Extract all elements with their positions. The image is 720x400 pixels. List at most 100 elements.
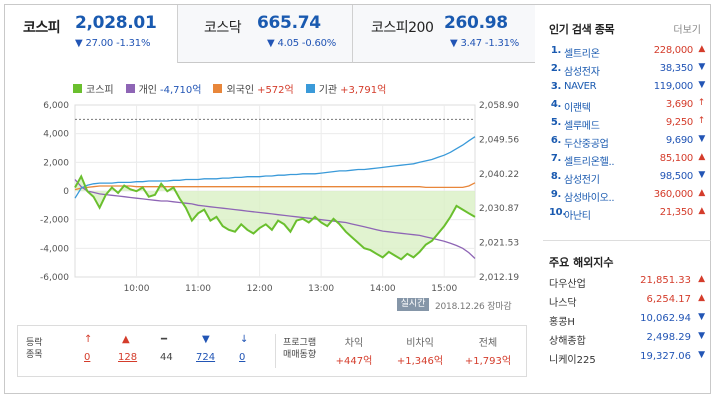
stock-name[interactable]: 삼성전기 bbox=[564, 175, 600, 186]
overseas-index-item[interactable]: 나스닥 6,254.17 ▲ bbox=[549, 292, 705, 311]
flat-icon: ━ bbox=[161, 334, 168, 345]
legend-item-individual[interactable]: 개인 -4,710억 bbox=[125, 81, 202, 96]
popular-stock-item[interactable]: 2. 삼성전자 38,350 ▼ bbox=[549, 61, 705, 79]
rise-icon: ▲ bbox=[122, 334, 130, 345]
x-axis-tick: 14:00 bbox=[370, 284, 396, 294]
popular-stock-item[interactable]: 9. 삼성바이오.. 360,000 ▲ bbox=[549, 187, 705, 205]
program-value: +1,793억 bbox=[464, 356, 512, 367]
tab-kospi[interactable]: 코스피 2,028.01 ▼ 27.00 -1.31% bbox=[5, 5, 178, 63]
divider bbox=[275, 334, 276, 368]
up-arrow-icon: ▲ bbox=[698, 44, 705, 54]
stock-price: 360,000 bbox=[653, 189, 694, 200]
legend-swatch bbox=[305, 84, 315, 93]
overseas-index-item[interactable]: 다우산업 21,851.33 ▲ bbox=[549, 273, 705, 292]
down-arrow-icon: ▼ bbox=[698, 331, 705, 341]
limit-up-count[interactable]: 0 bbox=[84, 352, 91, 363]
tab-kospi200[interactable]: 코스피200 260.98 ▼ 3.47 -1.31% bbox=[353, 5, 535, 63]
down-arrow-icon: ▼ bbox=[698, 350, 705, 360]
index-name[interactable]: 상해종합 bbox=[549, 336, 586, 347]
stock-name[interactable]: NAVER bbox=[564, 81, 597, 92]
stock-name[interactable]: 두산중공업 bbox=[564, 139, 609, 150]
stock-name[interactable]: 삼성바이오.. bbox=[564, 193, 615, 204]
popular-stocks-list: 1. 셀트리온 228,000 ▲ 2. 삼성전자 38,350 ▼ 3. NAVER 119,00… bbox=[549, 43, 705, 223]
kospi-area bbox=[75, 176, 475, 260]
fall-count[interactable]: 724 bbox=[196, 352, 216, 363]
market-index-widget: 코스피 2,028.01 ▼ 27.00 -1.31% 코스닥 665.74 ▼… bbox=[4, 4, 711, 394]
popular-stock-item[interactable]: 5. 셀루메드 9,250 ↑ bbox=[549, 115, 705, 133]
program-head: 전체 bbox=[478, 338, 498, 349]
index-name[interactable]: 나스닥 bbox=[549, 298, 577, 309]
tab-name: 코스닥 bbox=[204, 20, 242, 36]
popular-stock-item[interactable]: 3. NAVER 119,000 ▼ bbox=[549, 79, 705, 97]
overseas-indices-title: 주요 해외지수 bbox=[549, 256, 614, 269]
tab-kosdaq[interactable]: 코스닥 665.74 ▼ 4.05 -0.60% bbox=[178, 5, 353, 63]
program-label: 프로그램 매매동향 bbox=[283, 337, 316, 361]
x-axis-tick: 10:00 bbox=[124, 284, 150, 294]
legend-label: 개인 bbox=[138, 85, 158, 96]
up-arrow-icon: ▲ bbox=[698, 188, 705, 198]
program-head: 차익 bbox=[344, 338, 364, 349]
overseas-index-item[interactable]: 홍콩H 10,062.94 ▼ bbox=[549, 311, 705, 330]
stock-rank: 7. bbox=[550, 153, 561, 164]
popular-stock-item[interactable]: 7. 셀트리온헬.. 85,100 ▲ bbox=[549, 151, 705, 169]
market-breadth-box: 등락 종목 ↑ 0 ▲ 128 ━ 44 ▼ 724 ↓ 0 프로그램 매매동향… bbox=[17, 325, 527, 377]
tab-change: ▼ 27.00 -1.31% bbox=[75, 38, 151, 49]
up-arrow-icon: ▲ bbox=[698, 152, 705, 162]
stock-name[interactable]: 셀트리온헬.. bbox=[564, 157, 615, 168]
stock-rank: 5. bbox=[550, 117, 561, 128]
realtime-badge[interactable]: 실시간 bbox=[397, 298, 429, 311]
popular-stock-item[interactable]: 10. 아난티 21,350 ▲ bbox=[549, 205, 705, 223]
chart-legend: 코스피 개인 -4,710억 외국인 +572억 기관 +3,791억 bbox=[73, 81, 398, 96]
divider bbox=[543, 240, 711, 241]
stock-name[interactable]: 셀루메드 bbox=[564, 121, 600, 132]
stock-rank: 2. bbox=[550, 63, 561, 74]
stock-price: 3,690 bbox=[665, 99, 693, 110]
up-arrow-icon: ↑ bbox=[697, 116, 706, 126]
index-name[interactable]: 다우산업 bbox=[549, 279, 586, 290]
overseas-index-item[interactable]: 니케이225 19,327.06 ▼ bbox=[549, 349, 705, 368]
popular-stock-item[interactable]: 1. 셀트리온 228,000 ▲ bbox=[549, 43, 705, 61]
stock-name[interactable]: 삼성전자 bbox=[564, 67, 600, 78]
right-axis-tick: 2,012.19 bbox=[479, 273, 519, 283]
stock-price: 98,500 bbox=[659, 171, 694, 182]
index-price: 21,851.33 bbox=[640, 275, 691, 286]
series-line-개인 bbox=[74, 179, 476, 259]
legend-item-kospi[interactable]: 코스피 bbox=[73, 81, 114, 96]
legend-item-institution[interactable]: 기관 +3,791억 bbox=[305, 81, 387, 96]
stock-price: 228,000 bbox=[653, 45, 694, 56]
index-name[interactable]: 홍콩H bbox=[549, 317, 575, 328]
stock-name[interactable]: 셀트리온 bbox=[564, 49, 600, 60]
breadth-label-line: 종목 bbox=[26, 350, 43, 360]
popular-stock-item[interactable]: 8. 삼성전기 98,500 ▼ bbox=[549, 169, 705, 187]
popular-stock-item[interactable]: 4. 이랜텍 3,690 ↑ bbox=[549, 97, 705, 115]
breadth-label-line: 등락 bbox=[26, 338, 43, 348]
left-axis-tick: 6,000 bbox=[43, 101, 69, 111]
legend-label: 코스피 bbox=[86, 85, 114, 96]
legend-swatch bbox=[73, 84, 82, 93]
stock-rank: 3. bbox=[550, 81, 561, 92]
x-axis-tick: 13:00 bbox=[308, 284, 334, 294]
limit-down-count[interactable]: 0 bbox=[239, 352, 246, 363]
market-timestamp: 2018.12.26 장마감 bbox=[435, 302, 512, 312]
stock-name[interactable]: 이랜텍 bbox=[564, 103, 591, 114]
tab-change: ▼ 3.47 -1.31% bbox=[450, 38, 520, 49]
popular-stock-item[interactable]: 6. 두산중공업 9,690 ▼ bbox=[549, 133, 705, 151]
stock-rank: 9. bbox=[550, 189, 561, 200]
overseas-index-item[interactable]: 상해종합 2,498.29 ▼ bbox=[549, 330, 705, 349]
legend-value: -4,710억 bbox=[160, 85, 202, 96]
stock-price: 119,000 bbox=[653, 81, 694, 92]
legend-item-foreign[interactable]: 외국인 +572억 bbox=[213, 81, 294, 96]
legend-label: 기관 bbox=[318, 85, 338, 96]
flat-count: 44 bbox=[160, 352, 173, 363]
stock-price: 9,690 bbox=[665, 135, 693, 146]
index-price: 10,062.94 bbox=[640, 313, 691, 324]
index-name[interactable]: 니케이225 bbox=[549, 355, 596, 366]
legend-value: +3,791억 bbox=[340, 85, 387, 96]
stock-price: 21,350 bbox=[659, 207, 694, 218]
stock-name[interactable]: 아난티 bbox=[564, 211, 591, 222]
right-axis-tick: 2,030.87 bbox=[479, 204, 519, 214]
program-label-line: 프로그램 bbox=[283, 338, 317, 348]
more-link[interactable]: 더보기 bbox=[673, 25, 701, 36]
intraday-chart: 6,000 4,000 2,000 0 -2,000 -4,000 -6,000 2,058.… bbox=[40, 101, 519, 294]
rise-count[interactable]: 128 bbox=[118, 352, 138, 363]
